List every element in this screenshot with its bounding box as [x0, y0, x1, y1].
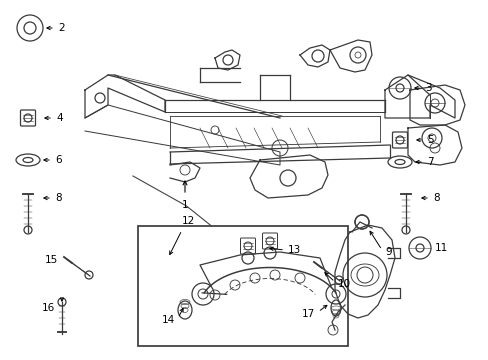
- Text: 1: 1: [182, 200, 188, 210]
- Text: 10: 10: [337, 279, 350, 289]
- Text: 11: 11: [434, 243, 447, 253]
- Text: 8: 8: [55, 193, 61, 203]
- Text: 6: 6: [55, 155, 61, 165]
- Text: 9: 9: [384, 247, 391, 257]
- Text: 12: 12: [182, 216, 195, 226]
- Text: 3: 3: [424, 83, 431, 93]
- Text: 16: 16: [41, 303, 55, 313]
- Text: 2: 2: [58, 23, 64, 33]
- Text: 17: 17: [301, 309, 314, 319]
- Text: 15: 15: [45, 255, 58, 265]
- Bar: [138, 226, 347, 346]
- Text: 7: 7: [426, 157, 433, 167]
- Text: 14: 14: [162, 315, 175, 325]
- Text: 5: 5: [426, 135, 433, 145]
- Text: 13: 13: [287, 245, 301, 255]
- Text: 8: 8: [432, 193, 439, 203]
- Text: 4: 4: [56, 113, 62, 123]
